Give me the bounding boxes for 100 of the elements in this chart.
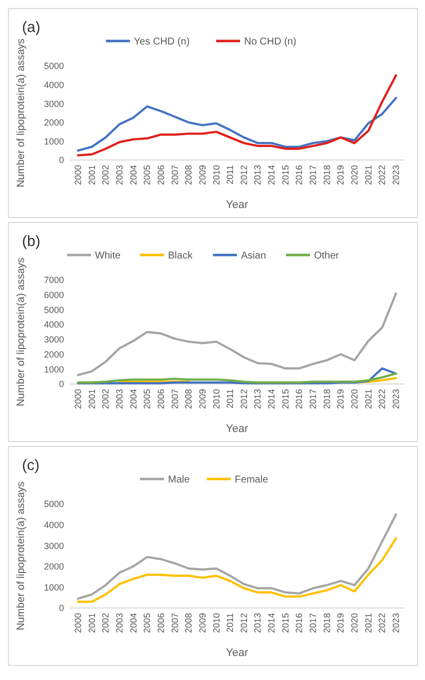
x-tick-label: 2006 [156, 389, 166, 410]
x-tick-label: 2006 [156, 165, 166, 186]
legend-label: Black [168, 250, 194, 262]
x-tick-label: 2022 [377, 389, 388, 410]
y-tick-label: 3000 [44, 98, 64, 109]
x-tick-label: 2022 [377, 613, 388, 634]
chart-title: (b) [22, 233, 40, 250]
x-tick-label: 2015 [280, 165, 290, 186]
x-tick-label: 2021 [363, 165, 374, 186]
x-tick-label: 2010 [211, 613, 222, 634]
x-tick-label: 2010 [211, 389, 222, 410]
x-tick-label: 2018 [322, 389, 332, 410]
x-tick-label: 2009 [197, 165, 208, 186]
chart-title: (c) [22, 457, 40, 474]
x-tick-label: 2015 [280, 389, 290, 410]
legend-label: White [95, 250, 121, 262]
legend-label: Asian [241, 250, 266, 262]
y-tick-label: 0 [58, 603, 64, 614]
line-series [76, 372, 398, 384]
x-tick-label: 2016 [294, 613, 304, 634]
x-tick-label: 2020 [350, 613, 360, 634]
y-tick-label: 7000 [44, 275, 64, 286]
x-tick-label: 2003 [114, 389, 124, 410]
x-tick-label: 2012 [238, 613, 249, 634]
y-axis-title: Number of lipoprotein(a) assays [15, 258, 27, 406]
x-tick-label: 2011 [225, 389, 236, 408]
x-tick-label: 2003 [114, 165, 124, 186]
x-tick-label: 2011 [225, 165, 236, 184]
x-tick-label: 2013 [252, 389, 263, 410]
y-tick-label: 5000 [44, 304, 64, 315]
x-tick-label: 2002 [100, 165, 111, 186]
x-tick-label: 2007 [170, 613, 180, 634]
x-tick-label: 2000 [73, 613, 83, 634]
chart-title: (a) [22, 19, 40, 36]
x-tick-label: 2017 [308, 389, 318, 410]
y-tick-label: 1000 [44, 364, 64, 374]
y-tick-label: 2000 [44, 349, 64, 360]
line-series [76, 513, 398, 600]
x-tick-label: 2009 [197, 613, 208, 634]
x-tick-label: 2013 [252, 165, 263, 186]
x-tick-label: 2011 [225, 613, 236, 632]
x-tick-label: 2005 [142, 613, 152, 634]
x-tick-label: 2000 [73, 389, 83, 410]
x-tick-label: 2003 [114, 613, 124, 634]
line-series [76, 537, 398, 603]
y-tick-label: 2000 [44, 562, 64, 572]
x-tick-label: 2008 [184, 165, 194, 186]
line-series [76, 96, 398, 152]
x-tick-label: 2002 [100, 613, 111, 634]
legend-label: Other [314, 250, 340, 262]
x-tick-label: 2004 [128, 165, 138, 186]
x-tick-label: 2019 [336, 165, 346, 186]
x-tick-label: 2004 [128, 389, 138, 410]
x-tick-label: 2017 [308, 165, 318, 186]
y-axis-title: Number of lipoprotein(a) assays [15, 482, 27, 630]
y-tick-label: 4000 [44, 320, 64, 330]
x-tick-label: 2022 [377, 165, 388, 186]
x-tick-label: 2020 [350, 389, 360, 410]
x-tick-label: 2019 [336, 613, 346, 634]
y-tick-label: 6000 [44, 290, 64, 300]
y-tick-label: 4000 [44, 80, 64, 90]
x-tick-label: 2010 [211, 165, 222, 186]
x-tick-label: 2007 [170, 165, 180, 186]
y-tick-label: 0 [58, 379, 64, 390]
legend-label: Female [234, 474, 269, 486]
x-tick-label: 2001 [86, 165, 97, 186]
y-tick-label: 1000 [44, 136, 64, 146]
x-tick-label: 2014 [266, 165, 277, 186]
line-series [76, 367, 398, 384]
x-tick-label: 2009 [197, 389, 208, 410]
x-axis-title: Year [226, 647, 248, 659]
x-tick-label: 2023 [391, 613, 401, 634]
x-tick-label: 2012 [238, 389, 249, 410]
x-axis-title: Year [226, 199, 248, 211]
x-tick-label: 2001 [86, 613, 97, 634]
y-tick-label: 5000 [44, 61, 64, 72]
x-tick-label: 2002 [100, 389, 111, 410]
x-tick-label: 2014 [266, 389, 277, 410]
legend-label: Male [168, 474, 190, 486]
y-tick-label: 3000 [44, 334, 64, 345]
x-tick-label: 2023 [391, 165, 401, 186]
y-axis-title: Number of lipoprotein(a) assays [15, 38, 27, 188]
x-tick-label: 2015 [280, 613, 290, 634]
x-tick-label: 2008 [184, 389, 194, 410]
x-tick-label: 2006 [156, 613, 166, 634]
y-tick-label: 3000 [44, 540, 64, 551]
x-tick-label: 2014 [266, 613, 277, 634]
x-tick-label: 2000 [73, 165, 83, 186]
x-tick-label: 2021 [363, 613, 374, 634]
x-tick-label: 2021 [363, 389, 374, 410]
line-series [76, 292, 398, 376]
x-tick-label: 2012 [238, 165, 249, 186]
x-tick-label: 2005 [142, 389, 152, 410]
y-tick-label: 5000 [44, 499, 64, 510]
x-tick-label: 2018 [322, 613, 332, 634]
x-tick-label: 2023 [391, 389, 401, 410]
x-axis-title: Year [226, 423, 248, 435]
y-tick-label: 4000 [44, 520, 64, 530]
line-series [76, 74, 398, 156]
x-tick-label: 2020 [350, 165, 360, 186]
